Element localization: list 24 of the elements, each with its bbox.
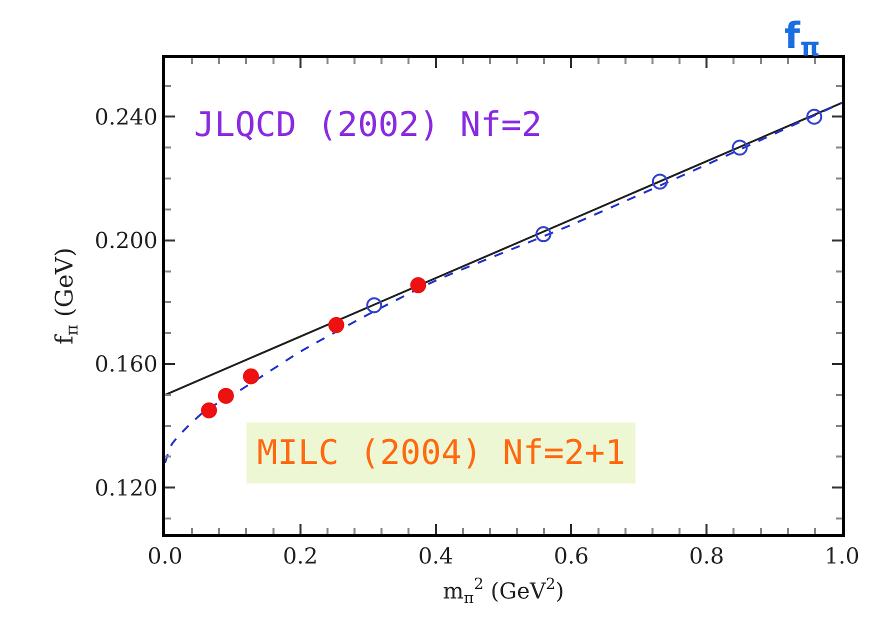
annotation: JLQCD (2002) Nf=2: [194, 105, 542, 145]
point: [535, 226, 552, 242]
x-tick-label: 1.0: [824, 544, 860, 570]
point: [218, 388, 234, 404]
x-tick-label: 0.6: [554, 544, 589, 570]
point: [242, 368, 259, 384]
point: [328, 317, 344, 334]
y-tick-label: 0.120: [94, 476, 158, 502]
point: [652, 174, 668, 190]
point: [410, 277, 426, 294]
x-tick-label: 0.4: [418, 544, 454, 570]
point: [806, 108, 822, 125]
x-axis-title: m$_{π}$$^{2}$ (GeV$^{2}$): [442, 575, 564, 607]
x-tick-label: 0.8: [689, 544, 724, 570]
y-tick-label: 0.160: [94, 352, 158, 378]
point: [366, 297, 382, 314]
x-tick-label: 0.2: [282, 544, 318, 570]
point: [201, 402, 218, 418]
y-tick-label: 0.200: [94, 229, 158, 254]
point: [732, 140, 748, 156]
x-tick-label: 0.0: [148, 544, 182, 570]
y-tick-label: 0.240: [94, 105, 158, 130]
chart-title: f$_{π}$: [784, 16, 820, 62]
annotation: MILC (2004) Nf=2+1: [257, 433, 626, 473]
